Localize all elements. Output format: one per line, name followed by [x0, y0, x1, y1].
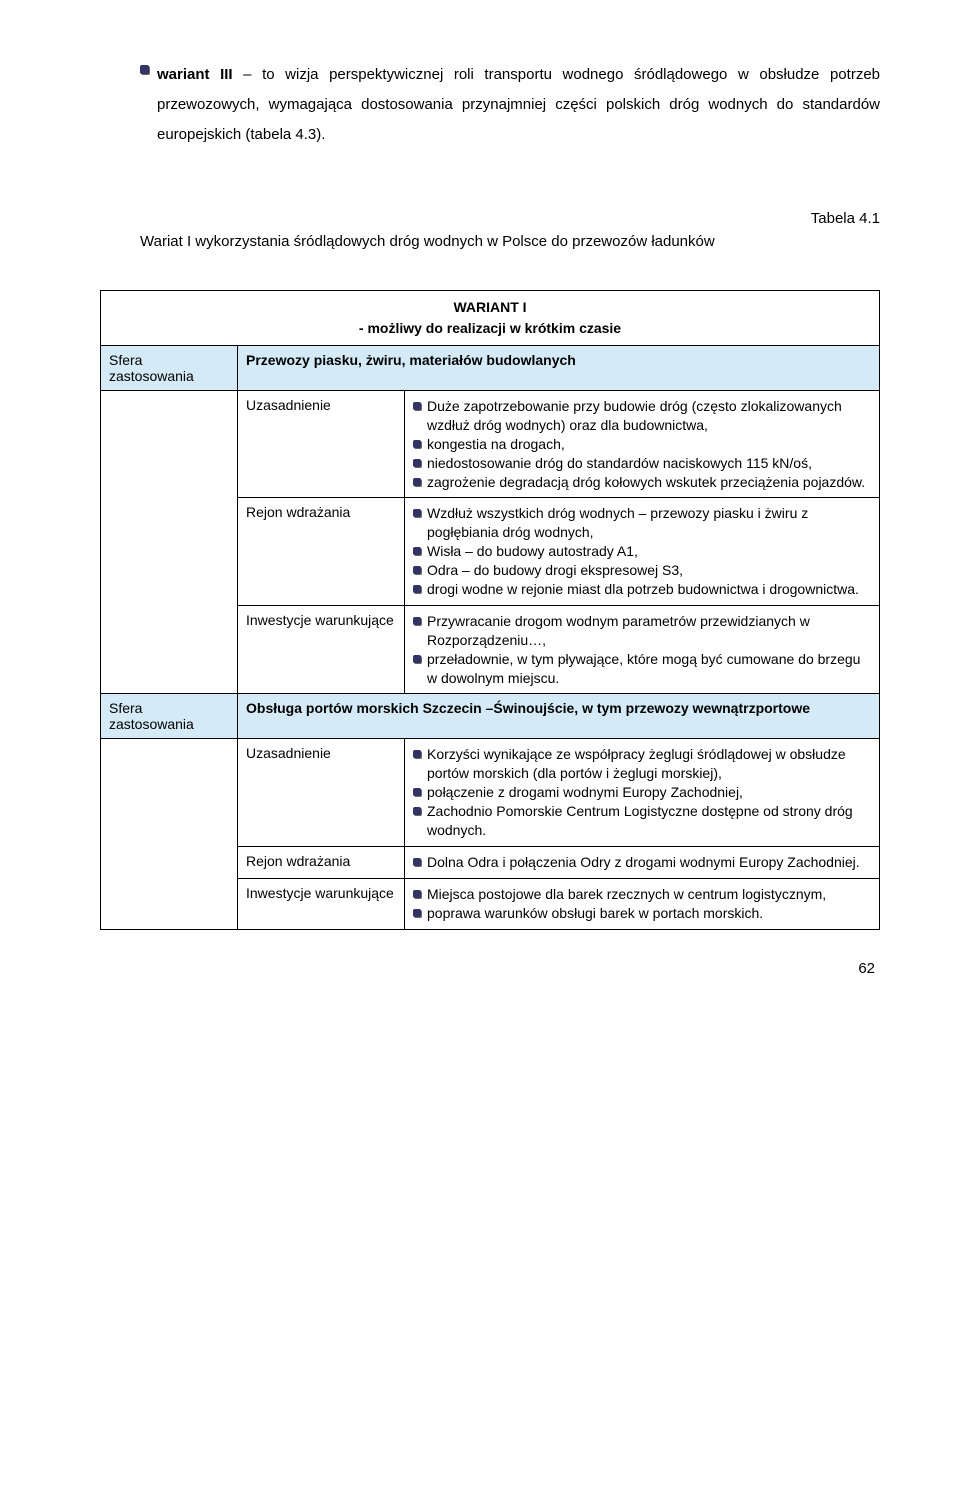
square-bullet-icon	[413, 909, 421, 917]
list-item: Miejsca postojowe dla barek rzecznych w …	[427, 885, 826, 904]
bullet-list: Korzyści wynikające ze współpracy żeglug…	[413, 745, 871, 839]
intro-paragraph: wariant III – to wizja perspektywicznej …	[100, 60, 880, 150]
list-item: Korzyści wynikające ze współpracy żeglug…	[427, 745, 871, 783]
intro-text: wariant III – to wizja perspektywicznej …	[157, 60, 880, 150]
bullet-list: Duże zapotrzebowanie przy budowie dróg (…	[413, 397, 871, 491]
square-bullet-icon	[413, 478, 421, 486]
bullet-list: Przywracanie drogom wodnym parametrów pr…	[413, 612, 871, 688]
table-header-cell: WARIANT I - możliwy do realizacji w krót…	[101, 291, 880, 346]
bullet-list: Dolna Odra i połączenia Odry z drogami w…	[413, 853, 871, 872]
row-content: Korzyści wynikające ze współpracy żeglug…	[405, 739, 880, 846]
row-content: Dolna Odra i połączenia Odry z drogami w…	[405, 846, 880, 878]
bullet-list: Miejsca postojowe dla barek rzecznych w …	[413, 885, 871, 923]
sfera-span-0	[101, 391, 238, 694]
topic-1: Obsługa portów morskich Szczecin –Świnou…	[238, 694, 880, 739]
list-item: przeładownie, w tym pływające, które mog…	[427, 650, 871, 688]
row-content: Duże zapotrzebowanie przy budowie dróg (…	[405, 391, 880, 498]
list-item: niedostosowanie dróg do standardów nacis…	[427, 454, 812, 473]
list-item: poprawa warunków obsługi barek w portach…	[427, 904, 763, 923]
row-label: Rejon wdrażania	[238, 498, 405, 605]
header-line1: WARIANT I	[453, 299, 526, 315]
square-bullet-icon	[413, 440, 421, 448]
square-bullet-icon	[413, 509, 421, 517]
row-label: Uzasadnienie	[238, 391, 405, 498]
row-content: Miejsca postojowe dla barek rzecznych w …	[405, 878, 880, 929]
list-item: Zachodnio Pomorskie Centrum Logistyczne …	[427, 802, 871, 840]
row-label: Inwestycje warunkujące	[238, 878, 405, 929]
list-item: kongestia na drogach,	[427, 435, 565, 454]
table-label: Tabela 4.1	[100, 210, 880, 227]
row-content: Przywracanie drogom wodnym parametrów pr…	[405, 605, 880, 694]
list-item: Wzdłuż wszystkich dróg wodnych – przewoz…	[427, 504, 871, 542]
square-bullet-icon	[140, 65, 149, 74]
sfera-label-0: Sfera zastosowania	[101, 346, 238, 391]
sfera-span-1	[101, 739, 238, 929]
square-bullet-icon	[413, 655, 421, 663]
square-bullet-icon	[413, 750, 421, 758]
page-number: 62	[100, 960, 880, 977]
square-bullet-icon	[413, 890, 421, 898]
bullet-list: Wzdłuż wszystkich dróg wodnych – przewoz…	[413, 504, 871, 598]
row-label: Uzasadnienie	[238, 739, 405, 846]
square-bullet-icon	[413, 617, 421, 625]
row-label: Rejon wdrażania	[238, 846, 405, 878]
list-item: Przywracanie drogom wodnym parametrów pr…	[427, 612, 871, 650]
list-item: Odra – do budowy drogi ekspresowej S3,	[427, 561, 683, 580]
header-line2: - możliwy do realizacji w krótkim czasie	[359, 320, 621, 336]
square-bullet-icon	[413, 547, 421, 555]
topic-0: Przewozy piasku, żwiru, materiałów budow…	[238, 346, 880, 391]
sfera-label-1: Sfera zastosowania	[101, 694, 238, 739]
row-content: Wzdłuż wszystkich dróg wodnych – przewoz…	[405, 498, 880, 605]
square-bullet-icon	[413, 402, 421, 410]
square-bullet-icon	[413, 585, 421, 593]
table-caption: Wariat I wykorzystania śródlądowych dróg…	[100, 233, 880, 250]
row-label: Inwestycje warunkujące	[238, 605, 405, 694]
square-bullet-icon	[413, 459, 421, 467]
square-bullet-icon	[413, 807, 421, 815]
list-item: Wisła – do budowy autostrady A1,	[427, 542, 638, 561]
list-item: Dolna Odra i połączenia Odry z drogami w…	[427, 853, 860, 872]
list-item: Duże zapotrzebowanie przy budowie dróg (…	[427, 397, 871, 435]
list-item: zagrożenie degradacją dróg kołowych wsku…	[427, 473, 865, 492]
square-bullet-icon	[413, 788, 421, 796]
square-bullet-icon	[413, 858, 421, 866]
square-bullet-icon	[413, 566, 421, 574]
variants-table: WARIANT I - możliwy do realizacji w krót…	[100, 290, 880, 930]
list-item: połączenie z drogami wodnymi Europy Zach…	[427, 783, 743, 802]
list-item: drogi wodne w rejonie miast dla potrzeb …	[427, 580, 859, 599]
